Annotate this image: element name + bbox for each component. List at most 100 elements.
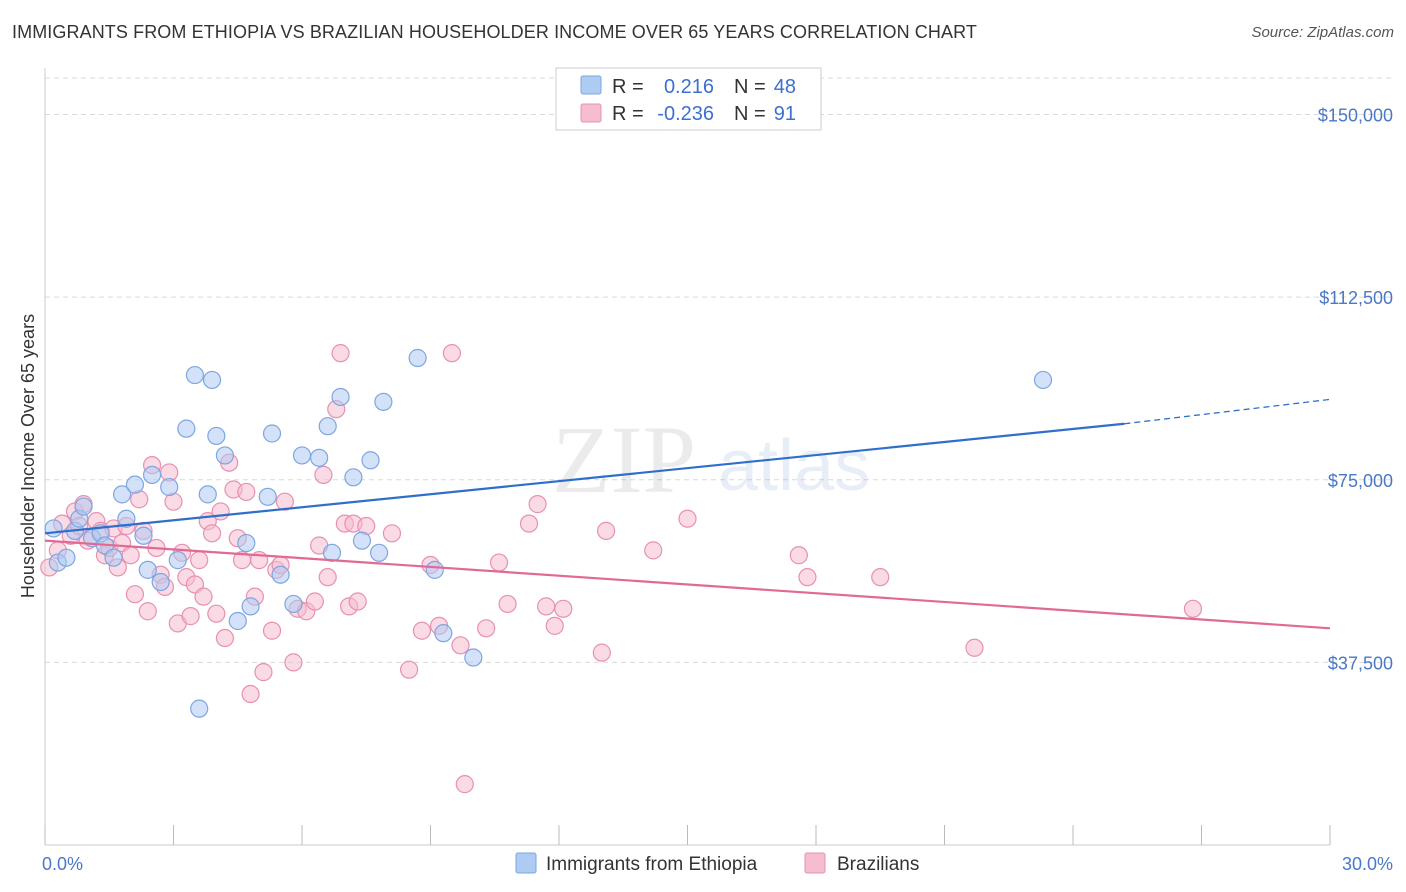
ethiopia-point-18 — [177, 419, 196, 438]
brazilians-point-82 — [592, 643, 611, 662]
brazilians-point-52 — [284, 653, 303, 672]
ethiopia-point-12 — [134, 526, 153, 545]
axes — [44, 68, 1331, 846]
trend-lines — [44, 398, 1331, 630]
brazilians-point-68 — [412, 621, 432, 640]
ethiopia-point-28 — [258, 487, 277, 506]
ethiopia-point-26 — [237, 533, 256, 553]
x-tick-label-min: 0.0% — [42, 854, 83, 874]
brazilians-point-79 — [537, 597, 556, 616]
brazilians-point-51 — [275, 492, 294, 511]
trend-line-ethiopia-extension — [1124, 398, 1331, 425]
ethiopia-point-15 — [151, 572, 170, 592]
brazilians-point-89 — [965, 638, 984, 657]
ethiopia-point-20 — [190, 699, 209, 718]
brazilians-point-38 — [215, 628, 234, 648]
ethiopia-point-32 — [292, 446, 312, 465]
y-tick-label-2: $112,500 — [1319, 288, 1393, 308]
chart-title: IMMIGRANTS FROM ETHIOPIA VS BRAZILIAN HO… — [12, 22, 977, 42]
brazilians-point-84 — [644, 541, 663, 560]
trend-line-brazilians — [44, 539, 1331, 630]
brazilians-point-72 — [451, 636, 470, 655]
y-tick-label-3: $150,000 — [1318, 106, 1393, 126]
ethiopia-point-40 — [370, 543, 389, 562]
legend-r-label-1: R = — [612, 76, 644, 98]
ethiopia-point-46 — [1033, 370, 1053, 390]
ethiopia-point-39 — [361, 451, 380, 470]
brazilians-point-43 — [237, 482, 256, 502]
brazilians-point-76 — [498, 594, 517, 614]
legend-swatch-pink — [580, 103, 602, 123]
brazilians-point-78 — [528, 495, 547, 514]
ethiopia-point-42 — [408, 348, 427, 368]
ethiopia-point-37 — [344, 468, 363, 487]
brazilians-point-81 — [554, 599, 573, 618]
brazilians-point-77 — [519, 514, 539, 533]
brazilians-point-74 — [477, 619, 496, 638]
x-tick-labels: 0.0% 30.0% — [42, 854, 1393, 874]
ethiopia-point-14 — [142, 465, 162, 484]
ethiopia-point-4 — [74, 497, 93, 516]
x-tick-label-max: 30.0% — [1342, 854, 1393, 874]
ethiopia-point-30 — [271, 565, 290, 584]
series-legend: Immigrants from Ethiopia Brazilians — [515, 852, 919, 875]
ethiopia-point-1 — [57, 548, 76, 567]
brazilians-point-16 — [121, 546, 140, 565]
ethiopia-point-44 — [434, 624, 453, 643]
ethiopia-point-11 — [125, 475, 145, 494]
y-axis-title: Householder Income Over 65 years — [18, 314, 38, 598]
ethiopia-point-45 — [464, 648, 483, 667]
correlation-legend: R = 0.216 N = 48 R = -0.236 N = 91 — [555, 67, 822, 131]
legend-n-label-2: N = — [734, 103, 766, 125]
bottom-legend-label-ethiopia: Immigrants from Ethiopia — [546, 854, 758, 875]
ethiopia-point-21 — [198, 485, 217, 504]
ethiopia-point-27 — [241, 597, 260, 616]
bottom-legend-swatch-ethiopia — [515, 852, 537, 874]
brazilians-point-60 — [331, 344, 350, 363]
ethiopia-point-19 — [185, 365, 205, 385]
ethiopia-point-17 — [168, 551, 187, 570]
y-tick-label-0: $37,500 — [1328, 653, 1393, 673]
brazilians-point-37 — [211, 502, 230, 521]
source-label: Source: ZipAtlas.com — [1251, 24, 1394, 41]
brazilians-point-85 — [678, 509, 697, 528]
brazilians-point-30 — [181, 607, 200, 626]
y-tick-label-1: $75,000 — [1328, 471, 1393, 491]
brazilians-point-58 — [318, 568, 337, 587]
ethiopia-point-33 — [310, 448, 329, 467]
ethiopia-point-34 — [318, 417, 337, 436]
ethiopia-point-31 — [284, 594, 303, 614]
ethiopia-point-38 — [352, 531, 372, 550]
brazilians-point-36 — [207, 604, 226, 623]
brazilians-point-44 — [241, 684, 260, 704]
trend-line-ethiopia — [44, 422, 1125, 535]
ethiopia-point-36 — [331, 387, 350, 407]
brazilians-point-32 — [190, 551, 209, 570]
legend-n-value-1: 48 — [774, 76, 796, 98]
ethiopia-point-22 — [202, 370, 222, 390]
brazilians-point-33 — [194, 587, 213, 606]
brazilians-point-87 — [798, 568, 817, 587]
brazilians-point-80 — [545, 616, 564, 635]
watermark-zip: ZIP — [552, 406, 696, 513]
brazilians-point-35 — [202, 524, 222, 543]
brazilians-point-57 — [314, 465, 333, 484]
ethiopia-point-41 — [374, 392, 393, 411]
ethiopia-point-47 — [44, 519, 63, 538]
legend-r-label-2: R = — [612, 103, 644, 125]
watermark-atlas: atlas — [718, 426, 870, 506]
ethiopia-point-9 — [112, 485, 132, 504]
brazilians-point-88 — [871, 568, 890, 587]
brazilians-point-17 — [125, 585, 145, 604]
legend-r-value-1: 0.216 — [664, 76, 714, 98]
ethiopia-point-16 — [160, 477, 179, 497]
brazilians-point-48 — [262, 621, 282, 640]
brazilians-point-73 — [455, 775, 474, 794]
legend-n-label-1: N = — [734, 76, 766, 98]
y-tick-labels: $37,500 $75,000 $112,500 $150,000 — [1318, 106, 1393, 674]
legend-swatch-blue — [580, 75, 602, 95]
grid-lines — [45, 77, 1392, 663]
ethiopia-point-23 — [207, 426, 226, 446]
watermark: ZIP atlas — [552, 406, 870, 513]
